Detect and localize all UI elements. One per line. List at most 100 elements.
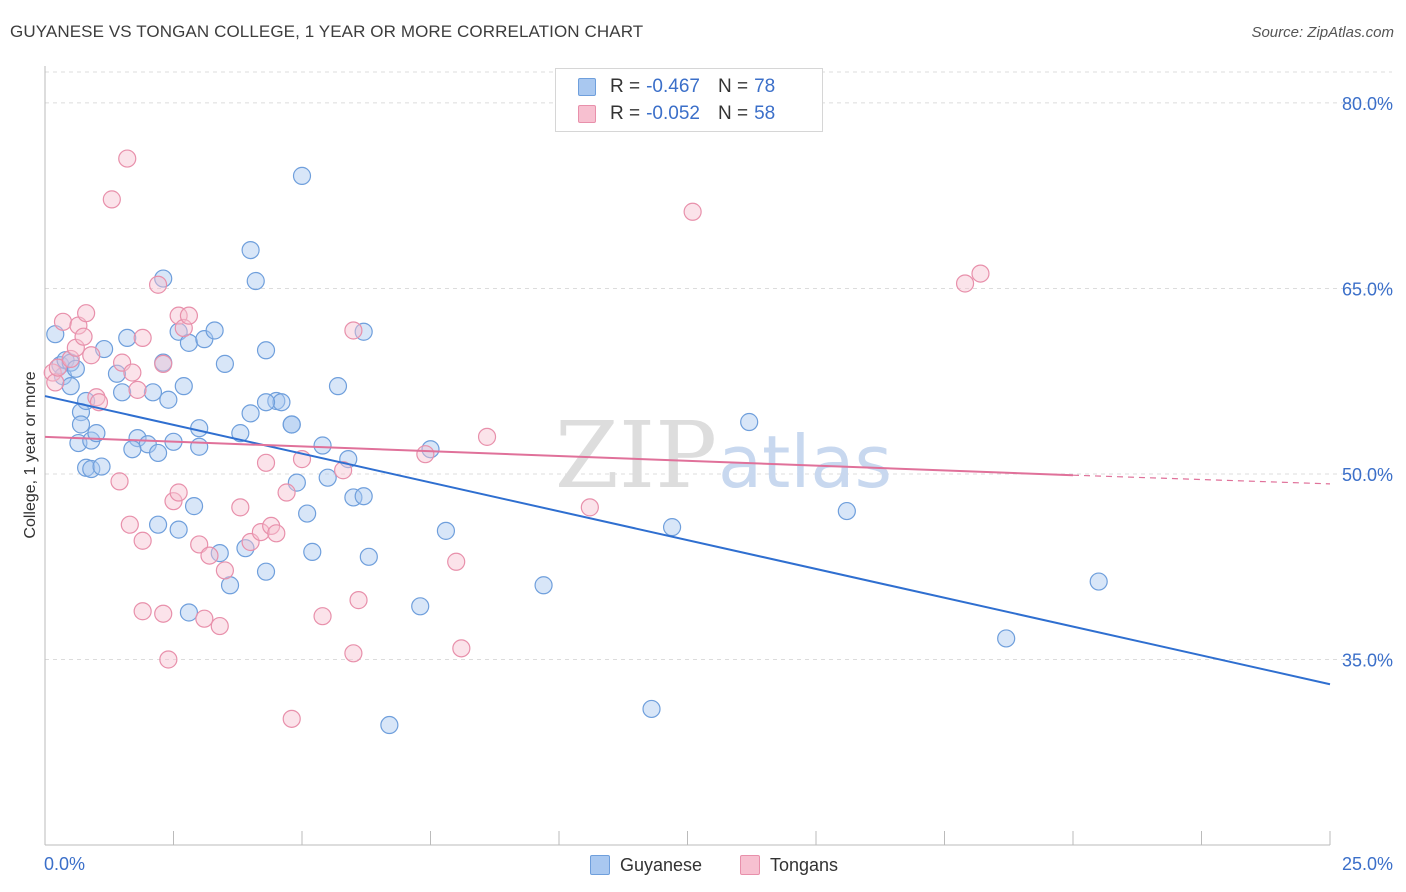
data-point — [148, 443, 168, 463]
legend-n-value: 78 — [754, 76, 776, 97]
data-point — [344, 644, 363, 663]
data-point — [74, 327, 93, 346]
data-point — [256, 341, 276, 360]
data-point — [241, 404, 260, 423]
data-point — [580, 498, 599, 517]
legend-r-value: -0.467 — [646, 76, 700, 97]
data-point — [169, 520, 188, 539]
data-point — [133, 328, 152, 348]
data-point — [241, 240, 260, 260]
data-point — [477, 427, 497, 446]
data-point — [174, 377, 193, 396]
data-point — [277, 483, 296, 502]
legend-n-value: 58 — [754, 103, 776, 124]
legend-row-tongans: R = -0.052 N = 58 — [578, 101, 775, 127]
data-point — [534, 576, 553, 595]
chart-title: GUYANESE VS TONGAN COLLEGE, 1 YEAR OR MO… — [10, 22, 644, 41]
data-point — [87, 388, 106, 407]
data-point — [436, 521, 456, 540]
data-point — [118, 328, 137, 348]
x-tick-label: 25.0% — [1342, 854, 1393, 874]
data-point — [334, 461, 353, 480]
data-point — [215, 354, 234, 373]
data-point — [48, 358, 67, 377]
trend-line-tongans — [44, 435, 1074, 477]
data-point — [110, 472, 129, 491]
data-point — [256, 453, 276, 472]
data-point — [997, 629, 1016, 648]
data-point — [154, 604, 173, 623]
data-point — [148, 515, 168, 534]
data-point — [190, 419, 209, 438]
trend-extension-tongans — [1072, 474, 1331, 485]
data-point — [662, 518, 682, 537]
data-point — [740, 412, 759, 432]
legend-swatch-tongans — [578, 105, 596, 123]
trend-lines — [44, 395, 1331, 686]
data-point — [169, 483, 188, 502]
data-point — [246, 271, 265, 291]
data-point — [148, 275, 168, 294]
data-point — [128, 380, 147, 399]
data-point — [123, 440, 142, 459]
data-point — [179, 306, 199, 325]
series-legend-tongans: Tongans — [740, 852, 838, 878]
data-point — [154, 354, 173, 373]
data-point — [292, 166, 312, 185]
data-point — [231, 424, 250, 443]
data-point — [282, 415, 301, 434]
grid-lines — [45, 71, 1392, 660]
data-point — [164, 492, 183, 511]
x-tick-label: 0.0% — [44, 854, 85, 874]
data-point — [195, 609, 214, 628]
data-point — [71, 415, 91, 434]
data-point — [298, 504, 317, 523]
data-point — [184, 497, 204, 516]
data-point — [46, 373, 65, 392]
data-point — [200, 546, 219, 565]
data-point — [87, 424, 106, 443]
data-point — [837, 501, 856, 521]
data-point — [107, 364, 127, 383]
series-legend-guyanese: Guyanese — [590, 852, 702, 878]
data-point — [77, 304, 96, 323]
data-point — [380, 715, 399, 735]
data-point — [349, 591, 368, 610]
data-point — [354, 487, 373, 506]
data-point — [955, 274, 975, 293]
axes — [44, 66, 1331, 846]
watermark-atlas: atlas — [718, 420, 892, 504]
watermark: ZIP atlas — [555, 402, 892, 509]
chart-source: Source: ZipAtlas.com — [1251, 24, 1394, 41]
data-point — [683, 202, 702, 221]
data-point — [215, 561, 234, 580]
y-tick-label: 65.0% — [1342, 279, 1393, 299]
data-point — [642, 699, 661, 719]
data-point — [282, 709, 301, 728]
data-point — [53, 312, 73, 331]
data-point — [205, 321, 224, 340]
data-point — [118, 149, 137, 168]
data-point — [344, 321, 363, 340]
legend-n-label: N = — [717, 103, 749, 124]
series-swatch-tongans — [740, 855, 760, 875]
data-point — [123, 363, 142, 382]
y-tick-label: 80.0% — [1342, 94, 1393, 114]
data-point — [256, 562, 276, 581]
data-point — [303, 542, 322, 561]
data-point — [179, 603, 199, 622]
legend-n-label: N = — [717, 76, 749, 97]
data-point — [267, 524, 286, 543]
data-point — [128, 428, 147, 448]
data-point — [313, 607, 332, 626]
data-point — [66, 359, 85, 378]
data-point — [272, 393, 291, 412]
series-name-tongans: Tongans — [770, 854, 839, 875]
y-tick-label: 50.0% — [1342, 465, 1393, 485]
data-points — [43, 149, 1108, 735]
legend-r-value: -0.052 — [646, 103, 700, 124]
data-point — [190, 437, 209, 456]
data-point — [447, 552, 466, 571]
data-point — [190, 535, 209, 554]
